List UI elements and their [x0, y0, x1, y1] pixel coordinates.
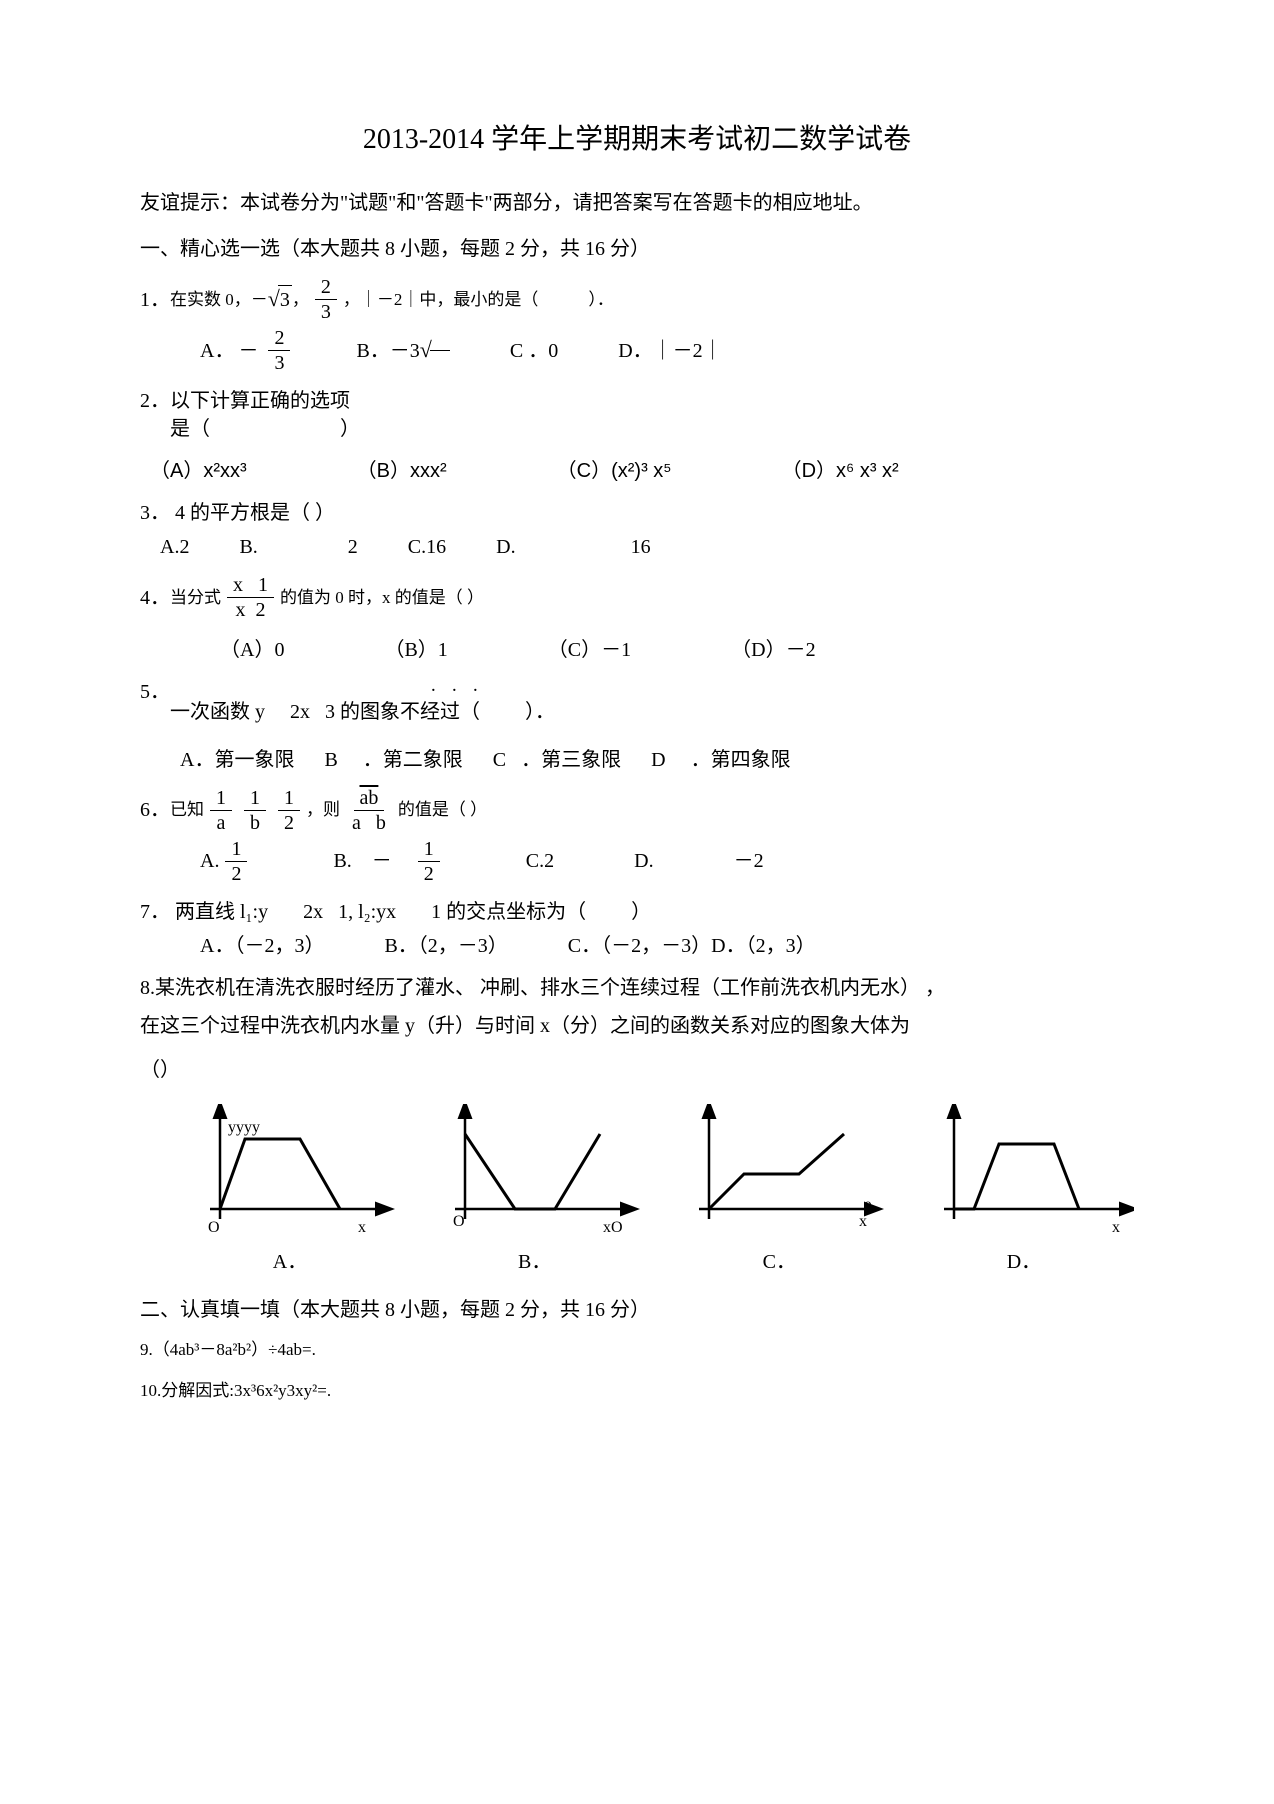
q6-stem-a: 已知 — [170, 798, 204, 822]
q1-stem-b: ， — [292, 288, 309, 312]
graph-d-label: D． — [914, 1248, 1134, 1276]
q6-num: 6． — [140, 796, 170, 824]
q7-optB: B．（2，－3） — [384, 932, 507, 960]
svg-text:yyyy: yyyy — [228, 1119, 260, 1136]
question-7: 7． 两直线 l₁:y 2x 1, l₂:yx 1 的交点坐标为（ ） A．（－… — [140, 898, 1134, 960]
question-2: 2． 以下计算正确的选项 是（ ） （A）x²xx³ （B）xxx² （C）(x… — [140, 387, 1134, 485]
q8-num: 8. — [140, 977, 155, 999]
sqrt-icon — [268, 284, 280, 315]
q1-optD: D．｜－2｜ — [618, 337, 722, 365]
q8-stem-a: 某洗衣机在清洗衣服时经历了灌水、 冲刷、排水三个连续过程（工作前洗衣机内无水） … — [155, 977, 945, 999]
q7-num: 7． — [140, 901, 170, 923]
graph-a: yyyy O x A． — [180, 1104, 400, 1276]
q1-stem-c: ，｜－2｜中，最小的是（ — [343, 288, 539, 312]
question-4: 4． 当分式 x 1 x 2 的值为 0 时，x 的值是（ ） （A）0 （B）… — [140, 575, 1134, 664]
q1-optC: C ．0 — [510, 337, 558, 365]
chart-d-svg: x — [914, 1104, 1134, 1244]
question-10: 10.分解因式:3x³6x²y3xy²=. — [140, 1376, 1134, 1404]
section1-header: 一、精心选一选（本大题共 8 小题，每题 2 分，共 16 分） — [140, 235, 1134, 263]
graph-b: O xO B． — [425, 1104, 645, 1276]
svg-text:x: x — [358, 1219, 366, 1236]
q7-optC: C．（－2，－3）D．（2，3） — [568, 932, 816, 960]
q2-optB: （B）xxx² — [357, 457, 447, 485]
q1-stem-d: ）． — [588, 288, 614, 312]
q1-optB: B．－3 — [356, 335, 449, 366]
q4-stem-a: 当分式 — [170, 586, 221, 610]
q2-optC: （C）(x²)³ x⁵ — [557, 457, 672, 485]
q2-optD: （D）x⁶ x³ x² — [782, 457, 899, 485]
q2-num: 2． — [140, 387, 170, 443]
q4-optC: （C）－1 — [548, 636, 631, 664]
question-6: 6． 已知 1a 1b 12 ，则 aba b 的值是（ ） A. 12 B. … — [140, 788, 1134, 884]
graph-c-label: C． — [669, 1248, 889, 1276]
q4-optA: （A）0 — [220, 636, 284, 664]
q6-optA: A. 12 — [200, 839, 253, 884]
q5-num: 5． — [140, 678, 170, 726]
q2-stem-a: 以下计算正确的选项 — [170, 387, 360, 415]
q3-optA: A.2 — [160, 533, 189, 561]
q3-num: 3． — [140, 502, 170, 524]
q1-num: 1． — [140, 286, 170, 314]
question-9: 9.（4ab³－8a²b²）÷4ab=. — [140, 1338, 1134, 1362]
q2-stem-b: 是（ — [170, 418, 210, 440]
q8-graphs: yyyy O x A． O xO B． — [180, 1104, 1134, 1276]
graph-d: x D． — [914, 1104, 1134, 1276]
q3-stem: 4 的平方根是（ ） — [175, 502, 335, 524]
q5-optD: D ．第四象限 — [651, 746, 790, 774]
q6-optD: D. －2 — [634, 847, 763, 875]
svg-text:O: O — [208, 1219, 220, 1236]
q1-frac: 2 3 — [315, 277, 337, 322]
q2-stem-c: ） — [340, 418, 360, 440]
sqrt-icon — [420, 335, 432, 366]
q5-stem: 一次函数 y 2x 3 的图象不经过（ ）． — [170, 698, 555, 726]
section2-header: 二、认真填一填（本大题共 8 小题，每题 2 分，共 16 分） — [140, 1296, 1134, 1324]
chart-c-svg: x 0 — [669, 1104, 889, 1244]
q3-optB: B. 2 — [239, 533, 357, 561]
q4-frac: x 1 x 2 — [227, 575, 274, 620]
q8-stem-b: 在这三个过程中洗衣机内水量 y（升）与时间 x（分）之间的函数关系对应的图象大体… — [140, 1012, 1134, 1040]
q7-optA: A．（－2，3） — [200, 932, 324, 960]
graph-c: x 0 C． — [669, 1104, 889, 1276]
page-title: 2013-2014 学年上学期期末考试初二数学试卷 — [140, 120, 1134, 159]
svg-text:0: 0 — [864, 1199, 872, 1216]
q3-optC: C.16 — [408, 533, 446, 561]
svg-text:O: O — [453, 1213, 465, 1230]
q4-num: 4． — [140, 584, 170, 612]
q2-optA: （A）x²xx³ — [150, 457, 247, 485]
hint-text: 友谊提示：本试卷分为"试题"和"答题卡"两部分，请把答案写在答题卡的相应地址。 — [140, 189, 1134, 217]
q6-optC: C.2 — [526, 847, 554, 875]
question-5: 5． ． ． ． 一次函数 y 2x 3 的图象不经过（ ）． A．第一象限 B… — [140, 678, 1134, 774]
q5-optC: C ．第三象限 — [493, 746, 621, 774]
q5-optB: B ．第二象限 — [324, 746, 462, 774]
q1-stem-a: 在实数 0，－ — [170, 288, 268, 312]
question-1: 1． 在实数 0，－ 3 ， 2 3 ，｜－2｜中，最小的是（ ）． A． － … — [140, 277, 1134, 373]
q6-stem-c: 的值是（ ） — [398, 798, 487, 822]
q6-stem-b: ，则 — [306, 798, 340, 822]
q4-optD: （D）－2 — [731, 636, 815, 664]
graph-a-label: A． — [180, 1248, 400, 1276]
q5-optA: A．第一象限 — [180, 746, 294, 774]
svg-text:x: x — [1112, 1219, 1120, 1236]
q4-stem-b: 的值为 0 时，x 的值是（ ） — [280, 586, 484, 610]
graph-b-label: B． — [425, 1248, 645, 1276]
question-8: 8.某洗衣机在清洗衣服时经历了灌水、 冲刷、排水三个连续过程（工作前洗衣机内无水… — [140, 974, 1134, 1276]
question-3: 3． 4 的平方根是（ ） A.2 B. 2 C.16 D. 16 — [140, 499, 1134, 561]
chart-a-svg: yyyy O x — [180, 1104, 400, 1244]
q1-optA: A． － 2 3 — [200, 328, 296, 373]
q7-stem: 两直线 l₁:y 2x 1, l₂:yx 1 的交点坐标为（ ） — [175, 901, 651, 923]
q8-stem-c: （） — [140, 1056, 1134, 1084]
q3-optD: D. 16 — [496, 533, 650, 561]
chart-b-svg: O xO — [425, 1104, 645, 1244]
q6-optB: B. － 12 — [333, 839, 445, 884]
q4-optB: （B）1 — [384, 636, 447, 664]
q5-dots: ． ． ． — [430, 678, 555, 698]
svg-text:xO: xO — [603, 1219, 623, 1236]
